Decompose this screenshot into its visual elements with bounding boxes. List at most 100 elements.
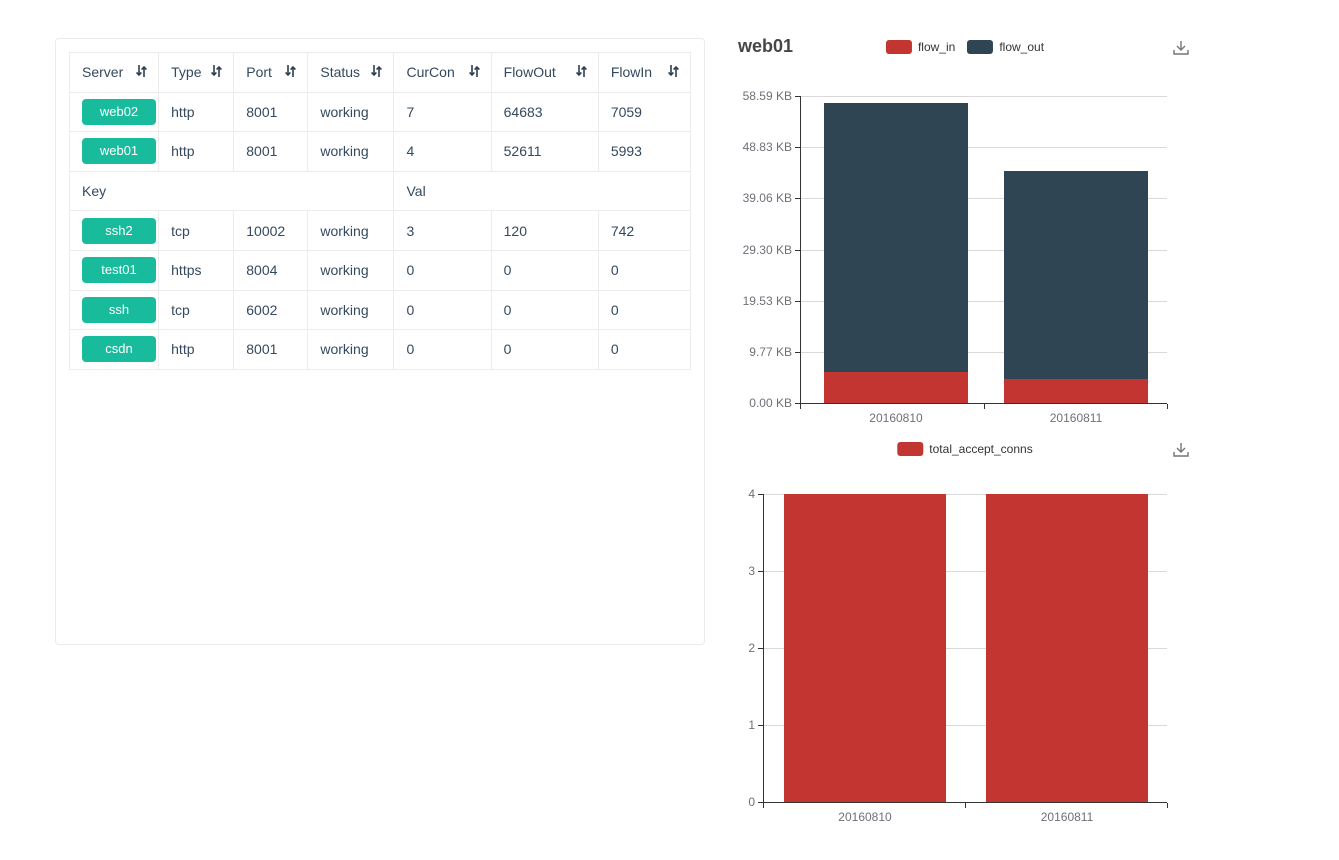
sort-icon[interactable] (569, 64, 588, 81)
sort-icon[interactable] (661, 64, 680, 81)
y-axis-label: 4 (748, 487, 755, 501)
legend-item-total_accept_conns[interactable]: total_accept_conns (897, 442, 1033, 456)
cell-flowin: 7059 (597, 91, 691, 132)
cell-port: 8004 (233, 249, 308, 291)
cell-type: http (158, 131, 234, 172)
column-header-status[interactable]: Status (307, 52, 394, 93)
bar-flow_in (824, 372, 968, 403)
y-axis-label: 1 (748, 718, 755, 732)
x-axis-tick (1167, 803, 1168, 808)
y-axis-tick (758, 494, 763, 495)
bar-total_accept_conns (986, 494, 1148, 802)
gridline (800, 96, 1167, 97)
sort-icon[interactable] (462, 64, 481, 81)
server-row: ssh2 tcp 10002 working 3 120 742 (69, 210, 691, 251)
column-header-port[interactable]: Port (233, 52, 308, 93)
column-label: Type (171, 64, 202, 81)
column-header-curcon[interactable]: CurCon (393, 52, 492, 93)
y-axis-tick (795, 249, 800, 251)
server-table: Server Type Port Status CurCon FlowOut FlowIn w… (69, 52, 691, 370)
server-badge[interactable]: web01 (82, 138, 156, 165)
x-axis-tick (965, 803, 966, 808)
y-axis-tick (758, 571, 763, 572)
cell-curcon: 3 (393, 210, 492, 251)
legend-label: flow_in (917, 40, 956, 54)
cell-type: tcp (158, 289, 234, 330)
server-row: csdn http 8001 working 0 0 0 (69, 329, 691, 370)
sort-icon[interactable] (129, 64, 148, 81)
cell-flowin: 0 (597, 249, 691, 291)
gridline (763, 494, 1167, 495)
cell-type: tcp (158, 210, 234, 251)
gridline (800, 351, 1167, 353)
y-axis-label: 0 (748, 795, 755, 809)
cell-port: 10002 (233, 210, 308, 251)
cell-port: 8001 (233, 91, 308, 132)
legend-swatch (885, 40, 912, 54)
cell-flowin: 742 (597, 210, 691, 251)
server-row: test01 https 8004 working 0 0 0 (69, 249, 691, 291)
x-axis-tick (800, 404, 801, 409)
bar-total_accept_conns (784, 494, 946, 802)
cell-flowout: 0 (490, 249, 599, 291)
gridline (763, 725, 1167, 726)
cell-curcon: 4 (393, 131, 492, 172)
cell-status: working (307, 210, 394, 251)
cell-flowin: 5993 (597, 131, 691, 172)
sort-icon[interactable] (204, 64, 223, 81)
cell-type: https (158, 249, 234, 291)
cell-flowin: 0 (597, 329, 691, 370)
legend-item-flow_out[interactable]: flow_out (967, 40, 1044, 54)
x-axis-tick (763, 803, 764, 808)
y-axis-label: 9.77 KB (749, 344, 792, 359)
server-badge[interactable]: web02 (82, 98, 156, 125)
server-row: ssh tcp 6002 working 0 0 0 (69, 289, 691, 330)
sort-icon[interactable] (278, 64, 297, 81)
cell-server: test01 (69, 249, 159, 291)
x-axis-label: 20160810 (869, 411, 923, 425)
download-icon[interactable] (1170, 440, 1192, 462)
x-axis-label: 20160810 (838, 810, 892, 824)
y-axis-line (763, 494, 764, 802)
column-label: FlowOut (503, 64, 556, 81)
legend-item-flow_in[interactable]: flow_in (885, 40, 956, 54)
gridline (800, 300, 1167, 302)
cell-flowout: 64683 (490, 91, 599, 132)
y-axis-tick (795, 96, 800, 97)
sort-icon[interactable] (364, 64, 383, 81)
column-header-server[interactable]: Server (70, 53, 159, 93)
column-header-type[interactable]: Type (158, 52, 234, 93)
y-axis-label: 0.00 KB (749, 396, 792, 410)
x-axis-tick (1167, 404, 1168, 409)
y-axis-tick (795, 198, 800, 200)
cell-flowout: 0 (490, 289, 599, 330)
y-axis-line (800, 96, 801, 403)
server-badge[interactable]: ssh2 (82, 217, 156, 244)
cell-type: http (158, 329, 234, 370)
server-table-card: Server Type Port Status CurCon FlowOut FlowIn w… (55, 38, 705, 645)
cell-server: web02 (69, 91, 159, 132)
y-axis-tick (758, 648, 763, 649)
cell-type: http (158, 91, 234, 132)
column-header-flowin[interactable]: FlowIn (597, 52, 691, 93)
server-badge[interactable]: test01 (82, 257, 156, 284)
gridline (763, 648, 1167, 649)
cell-curcon: 7 (393, 91, 492, 132)
server-badge[interactable]: csdn (82, 336, 156, 363)
server-badge[interactable]: ssh (82, 296, 156, 323)
cell-server: csdn (69, 329, 159, 370)
cell-port: 6002 (233, 289, 308, 330)
cell-status: working (307, 131, 394, 172)
column-label: FlowIn (610, 64, 653, 81)
column-header-flowout[interactable]: FlowOut (490, 52, 599, 93)
cell-flowout: 0 (490, 329, 599, 370)
gridline (763, 571, 1167, 572)
cell-port: 8001 (233, 329, 308, 370)
y-axis-label: 19.53 KB (742, 293, 792, 308)
bar-flow_in (1004, 379, 1148, 403)
y-axis-label: 2 (748, 641, 755, 655)
download-icon[interactable] (1170, 38, 1192, 60)
bar-flow_out (1004, 171, 1148, 380)
bar-flow_out (824, 103, 968, 373)
